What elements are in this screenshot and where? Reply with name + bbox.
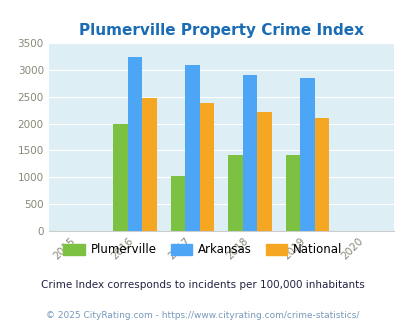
Bar xyxy=(171,176,185,231)
Bar xyxy=(128,57,142,231)
Legend: Plumerville, Arkansas, National: Plumerville, Arkansas, National xyxy=(59,239,346,261)
Bar xyxy=(242,75,257,231)
Bar xyxy=(199,103,213,231)
Bar xyxy=(257,113,271,231)
Bar xyxy=(228,155,242,231)
Title: Plumerville Property Crime Index: Plumerville Property Crime Index xyxy=(79,22,363,38)
Bar xyxy=(113,123,128,231)
Bar xyxy=(142,98,156,231)
Bar xyxy=(185,65,199,231)
Bar xyxy=(300,78,314,231)
Text: Crime Index corresponds to incidents per 100,000 inhabitants: Crime Index corresponds to incidents per… xyxy=(41,280,364,290)
Bar xyxy=(285,155,300,231)
Bar xyxy=(314,118,328,231)
Text: © 2025 CityRating.com - https://www.cityrating.com/crime-statistics/: © 2025 CityRating.com - https://www.city… xyxy=(46,311,359,320)
